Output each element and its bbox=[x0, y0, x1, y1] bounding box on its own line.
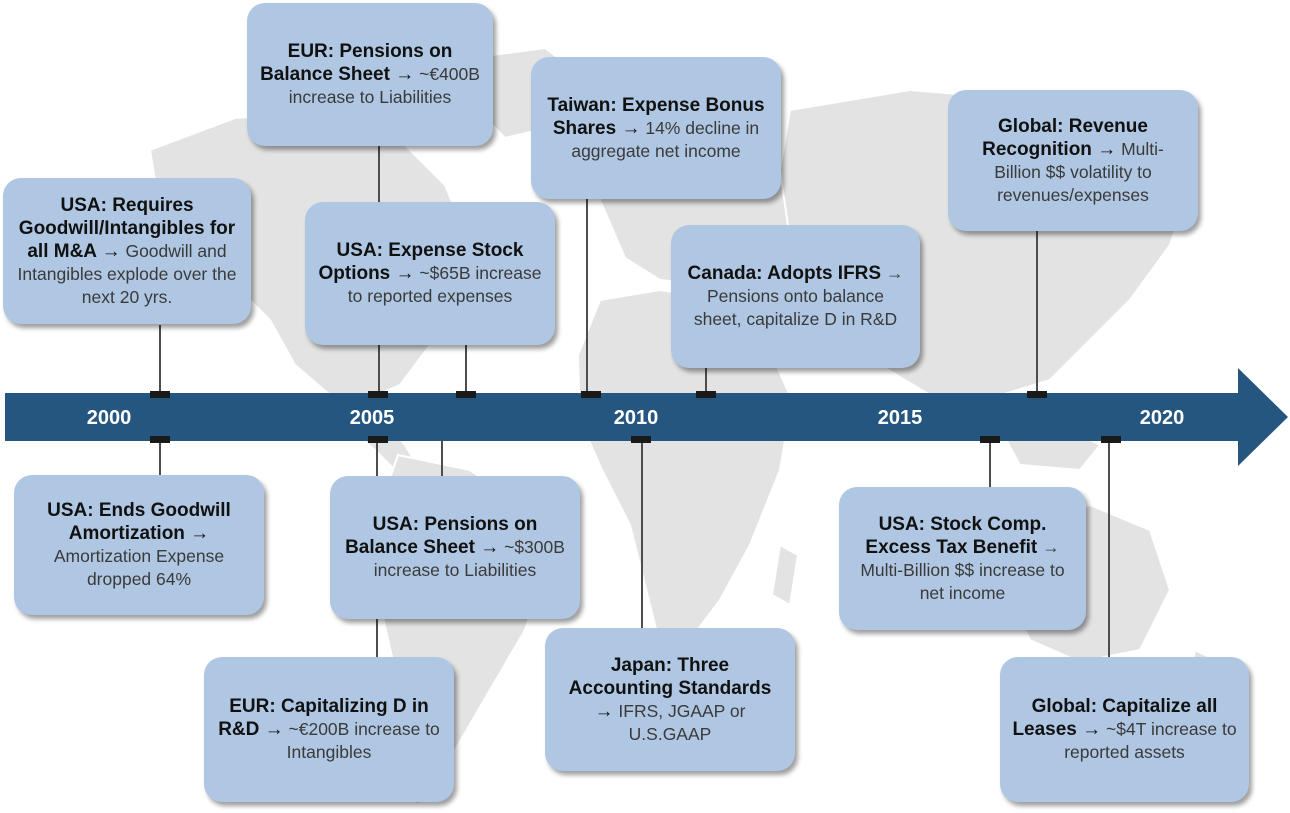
timeline-tick bbox=[368, 436, 388, 443]
timeline-tick bbox=[368, 391, 388, 398]
event-headline: EUR: Capitalizing D in R&D → bbox=[218, 696, 429, 740]
connector-taiwan-bonus bbox=[586, 198, 588, 395]
connector-japan-standards bbox=[641, 440, 643, 630]
event-detail: 14% decline in aggregate net income bbox=[571, 117, 760, 161]
event-detail: ~€400B increase to Liabilities bbox=[288, 64, 480, 107]
connector-canada-ifrs bbox=[705, 368, 707, 395]
event-headline: Canada: Adopts IFRS bbox=[687, 263, 882, 284]
event-global-revenue: Global: Revenue Recognition → Multi-Bill… bbox=[948, 90, 1198, 231]
timeline-tick bbox=[631, 436, 651, 443]
event-usa-amortization: USA: Ends Goodwill Amortization → Amorti… bbox=[14, 475, 264, 615]
event-headline: USA: Stock Comp. Excess Tax Benefit bbox=[865, 513, 1047, 558]
event-headline: Global: Revenue Recognition → bbox=[982, 115, 1148, 160]
event-japan-standards: Japan: Three Accounting Standards → IFRS… bbox=[545, 628, 795, 771]
event-detail: ~€200B increase to Intangibles bbox=[283, 719, 440, 762]
event-headline: Taiwan: Expense Bonus Shares → bbox=[547, 94, 765, 139]
event-usa-pensions: USA: Pensions on Balance Sheet → ~$300B … bbox=[330, 476, 580, 619]
timeline-tick bbox=[581, 391, 601, 398]
event-taiwan-bonus: Taiwan: Expense Bonus Shares → 14% decli… bbox=[531, 57, 781, 199]
year-label-2005: 2005 bbox=[349, 407, 395, 429]
event-global-leases: Global: Capitalize all Leases → ~$4T inc… bbox=[1000, 657, 1249, 802]
timeline-tick bbox=[696, 391, 716, 398]
timeline-tick bbox=[1101, 436, 1121, 443]
event-usa-stock-comp: USA: Stock Comp. Excess Tax Benefit → Mu… bbox=[839, 487, 1086, 630]
year-label-2000: 2000 bbox=[86, 407, 132, 429]
event-detail: → Pensions onto balance sheet, capitaliz… bbox=[693, 263, 904, 329]
event-headline: USA: Expense Stock Options → bbox=[318, 240, 524, 284]
timeline-tick bbox=[150, 391, 170, 398]
event-usa-stock-options: USA: Expense Stock Options → ~$65B incre… bbox=[305, 202, 555, 345]
year-label-2015: 2015 bbox=[877, 407, 923, 429]
event-detail: → Multi-Billion $$ increase to net incom… bbox=[860, 536, 1065, 603]
event-detail: ~$300B increase to Liabilities bbox=[373, 537, 565, 580]
connector-usa-goodwill bbox=[159, 325, 161, 395]
timeline-tick bbox=[456, 391, 476, 398]
year-label-2010: 2010 bbox=[613, 407, 659, 429]
event-detail: Amortization Expense dropped 64% bbox=[53, 546, 225, 589]
event-detail: IFRS, JGAAP or U.S.GAAP bbox=[613, 700, 746, 744]
event-headline: USA: Requires Goodwill/Intangibles for a… bbox=[18, 194, 236, 262]
timeline-tick bbox=[1027, 391, 1047, 398]
timeline-tick bbox=[980, 436, 1000, 443]
timeline-arrow-shape bbox=[5, 368, 1288, 466]
map-madagascar bbox=[770, 543, 800, 607]
connector-usa-amortization bbox=[159, 440, 161, 480]
event-headline: EUR: Pensions on Balance Sheet → bbox=[260, 41, 453, 85]
event-eur-rd: EUR: Capitalizing D in R&D → ~€200B incr… bbox=[204, 657, 454, 802]
event-usa-goodwill: USA: Requires Goodwill/Intangibles for a… bbox=[3, 178, 251, 324]
event-headline: Global: Capitalize all Leases → bbox=[1012, 696, 1218, 740]
event-headline: USA: Ends Goodwill Amortization → bbox=[47, 500, 231, 544]
event-headline: Japan: Three Accounting Standards → bbox=[568, 654, 772, 722]
event-detail: Multi-Billion $$ volatility to revenues/… bbox=[994, 138, 1164, 205]
connector-usa-stock-options bbox=[465, 345, 467, 395]
event-detail: Goodwill and Intangibles explode over th… bbox=[17, 240, 237, 307]
event-headline: USA: Pensions on Balance Sheet → bbox=[345, 514, 538, 558]
event-canada-ifrs: Canada: Adopts IFRS → Pensions onto bala… bbox=[671, 225, 920, 368]
timeline-tick bbox=[150, 436, 170, 443]
connector-global-leases bbox=[1108, 440, 1110, 660]
event-eur-pensions: EUR: Pensions on Balance Sheet → ~€400B … bbox=[247, 3, 493, 146]
event-detail: ~$65B increase to reported expenses bbox=[347, 263, 542, 306]
connector-usa-pensions bbox=[441, 440, 443, 480]
event-detail: ~$4T increase to reported assets bbox=[1064, 719, 1237, 762]
connector-usa-stock-comp bbox=[989, 440, 991, 490]
connector-global-revenue bbox=[1036, 230, 1038, 395]
year-label-2020: 2020 bbox=[1139, 407, 1185, 429]
